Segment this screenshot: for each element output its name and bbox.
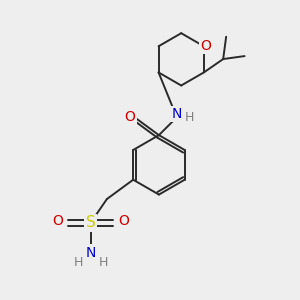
Text: H: H <box>98 256 108 269</box>
Text: N: N <box>172 107 182 121</box>
Text: O: O <box>200 39 211 53</box>
Text: O: O <box>52 214 63 228</box>
Text: O: O <box>124 110 136 124</box>
Text: H: H <box>74 256 83 269</box>
Text: O: O <box>118 214 129 228</box>
Text: N: N <box>85 245 96 260</box>
Text: H: H <box>184 111 194 124</box>
Text: S: S <box>86 215 95 230</box>
